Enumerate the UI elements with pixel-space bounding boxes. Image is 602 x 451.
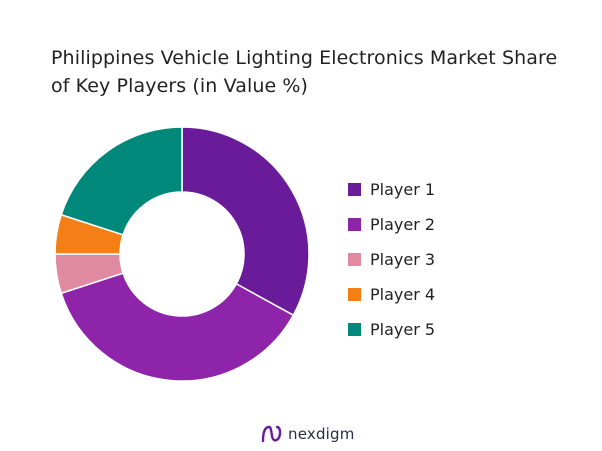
legend-item-player-4: Player 4: [348, 277, 498, 312]
legend-item-player-2: Player 2: [348, 207, 498, 242]
chart-title-line-1: Philippines Vehicle Lighting Electronics…: [51, 47, 558, 69]
legend-label: Player 1: [370, 180, 436, 199]
legend-item-player-1: Player 1: [348, 172, 498, 207]
legend-item-player-5: Player 5: [348, 312, 498, 347]
donut-slice-player-5: [60, 126, 183, 236]
donut-slice-player-1: [181, 126, 310, 317]
legend-swatch: [348, 218, 361, 231]
chart-title: Philippines Vehicle Lighting Electronics…: [51, 44, 591, 100]
brand-name: nexdigm: [288, 425, 355, 443]
legend-label: Player 3: [370, 250, 436, 269]
legend-label: Player 2: [370, 215, 436, 234]
chart-title-line-2: of Key Players (in Value %): [51, 75, 309, 97]
nexdigm-logo-icon: [261, 425, 282, 443]
legend-label: Player 4: [370, 285, 436, 304]
legend-label: Player 5: [370, 320, 436, 339]
legend-item-player-3: Player 3: [348, 242, 498, 277]
legend-swatch: [348, 253, 361, 266]
brand-logo: nexdigm: [261, 424, 355, 444]
legend-swatch: [348, 323, 361, 336]
legend-swatch: [348, 288, 361, 301]
legend-swatch: [348, 183, 361, 196]
donut-slice-player-2: [60, 272, 295, 382]
chart-legend: Player 1 Player 2 Player 3 Player 4 Play…: [348, 172, 498, 347]
